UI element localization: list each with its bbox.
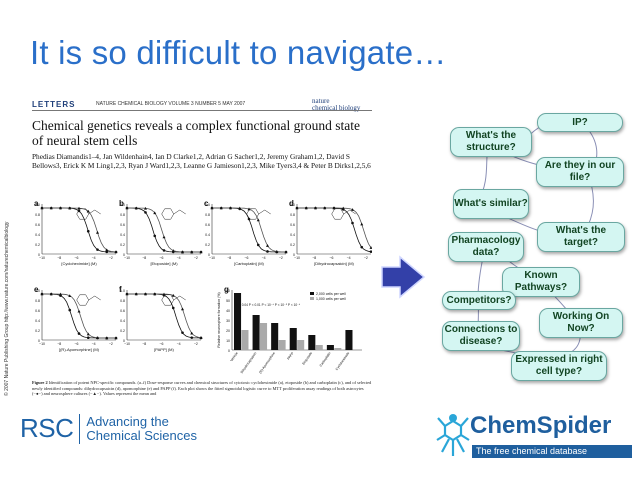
question-competitors[interactable]: Competitors?: [442, 291, 516, 310]
question-similar[interactable]: What's similar?: [453, 189, 529, 219]
question-pharmacology[interactable]: Pharmacology data?: [448, 232, 524, 262]
question-known-pathways[interactable]: Known Pathways?: [502, 267, 580, 297]
question-ip[interactable]: IP?: [537, 113, 623, 132]
question-structure[interactable]: What's the structure?: [450, 127, 532, 157]
rsc-logo-text: Advancing the Chemical Sciences: [86, 415, 197, 443]
rsc-logo-divider: [79, 414, 80, 444]
chemspider-tagline: The free chemical database: [472, 445, 632, 458]
question-target[interactable]: What's the target?: [537, 222, 625, 252]
chemspider-name: ChemSpider: [470, 412, 611, 440]
question-cell-type[interactable]: Expressed in right cell type?: [511, 351, 607, 381]
rsc-logo-mark: RSC: [20, 413, 73, 444]
chemspider-spider-icon: [436, 412, 470, 458]
question-working-on[interactable]: Working On Now?: [539, 308, 623, 338]
rsc-logo: RSC Advancing the Chemical Sciences: [20, 413, 197, 444]
question-disease[interactable]: Connections to disease?: [442, 321, 520, 351]
question-in-our-file[interactable]: Are they in our file?: [536, 157, 624, 187]
